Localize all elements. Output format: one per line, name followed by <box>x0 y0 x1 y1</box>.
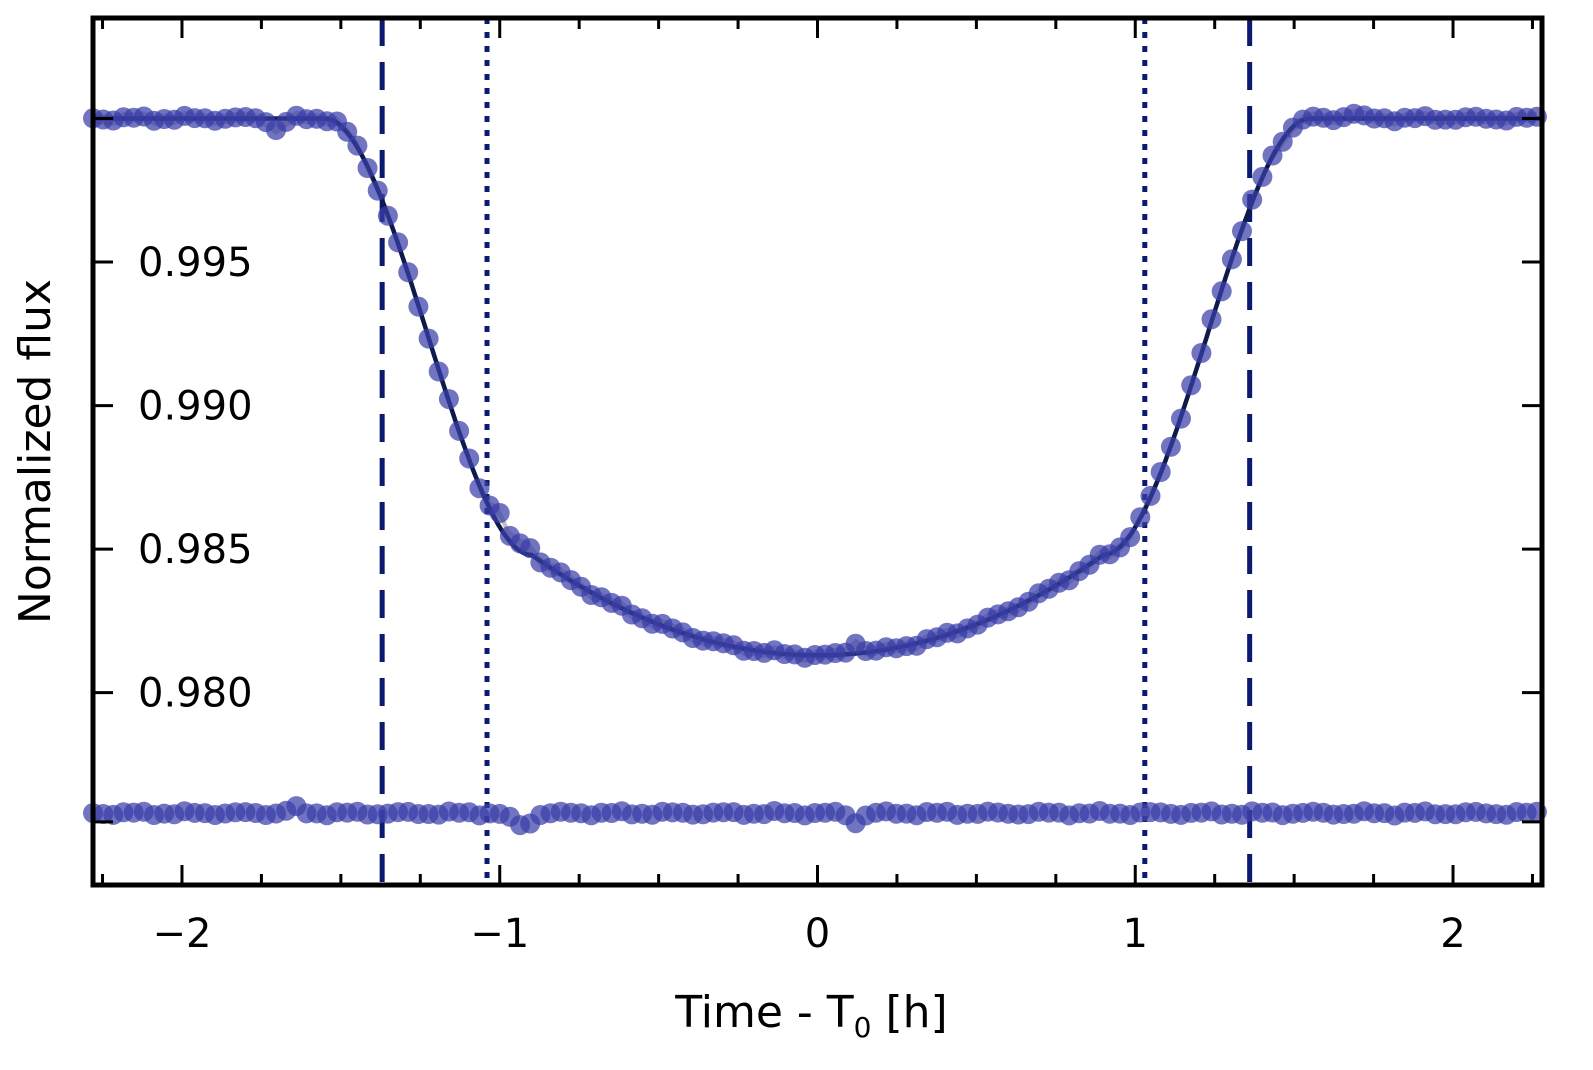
data-point <box>469 478 490 499</box>
data-point <box>1120 527 1141 548</box>
transit-contact-lines <box>379 18 1253 885</box>
x-tick-label: 2 <box>1440 911 1465 957</box>
data-point <box>347 135 368 156</box>
data-point <box>520 538 541 559</box>
data-point <box>418 328 439 349</box>
model-uncertainty-band <box>93 108 1537 663</box>
data-point <box>377 205 398 226</box>
model-uncertainty-band-layer <box>93 108 1537 663</box>
data-point <box>1140 485 1161 506</box>
data-point <box>1171 408 1191 429</box>
data-point <box>1232 221 1252 242</box>
data-point <box>388 232 409 253</box>
x-axis-label-suffix: [h] <box>872 987 948 1038</box>
x-axis-label: Time - T0 [h] <box>674 987 947 1044</box>
data-point <box>489 503 510 523</box>
data-point <box>1252 166 1273 187</box>
data-point <box>398 262 419 283</box>
data-point <box>357 158 378 178</box>
data-point <box>428 361 449 382</box>
data-point <box>1211 281 1232 302</box>
data-point <box>1201 309 1222 330</box>
data-point <box>337 121 358 142</box>
y-axis-label: Normalized flux <box>10 279 61 624</box>
residual-points-layer <box>83 796 1547 836</box>
data-point <box>1191 343 1212 363</box>
data-point <box>1181 375 1202 396</box>
data-point <box>1242 189 1263 210</box>
transit-model-curve <box>93 116 1542 658</box>
axis-ticks-layer <box>93 18 1542 885</box>
data-point <box>438 389 459 410</box>
x-axis-label-subscript: 0 <box>854 1011 872 1044</box>
y-tick-label: 0.990 <box>138 384 253 430</box>
axis-labels-layer: −2 −1 0 1 2 0.980 0.985 0.990 0.995 <box>138 240 1466 957</box>
x-tick-label: 0 <box>805 911 830 957</box>
data-point <box>459 448 480 469</box>
x-tick-label: 1 <box>1123 911 1148 957</box>
data-points-layer <box>83 103 1547 668</box>
y-tick-label: 0.985 <box>138 527 253 573</box>
data-point <box>1160 436 1181 457</box>
x-tick-label: −1 <box>470 911 529 957</box>
x-tick-label: −2 <box>152 911 211 957</box>
data-point <box>1150 462 1171 482</box>
y-tick-label: 0.980 <box>138 671 253 717</box>
x-axis-label-main: Time - T <box>674 987 854 1038</box>
y-tick-label: 0.995 <box>138 240 253 286</box>
plot-frame <box>90 15 1545 888</box>
data-point <box>1272 131 1293 152</box>
data-point <box>1221 249 1242 270</box>
data-point <box>449 420 470 441</box>
data-point <box>1262 145 1283 166</box>
transit-model-layer <box>93 116 1542 658</box>
data-point <box>408 296 429 317</box>
data-point <box>1130 507 1151 528</box>
data-point <box>367 180 388 201</box>
